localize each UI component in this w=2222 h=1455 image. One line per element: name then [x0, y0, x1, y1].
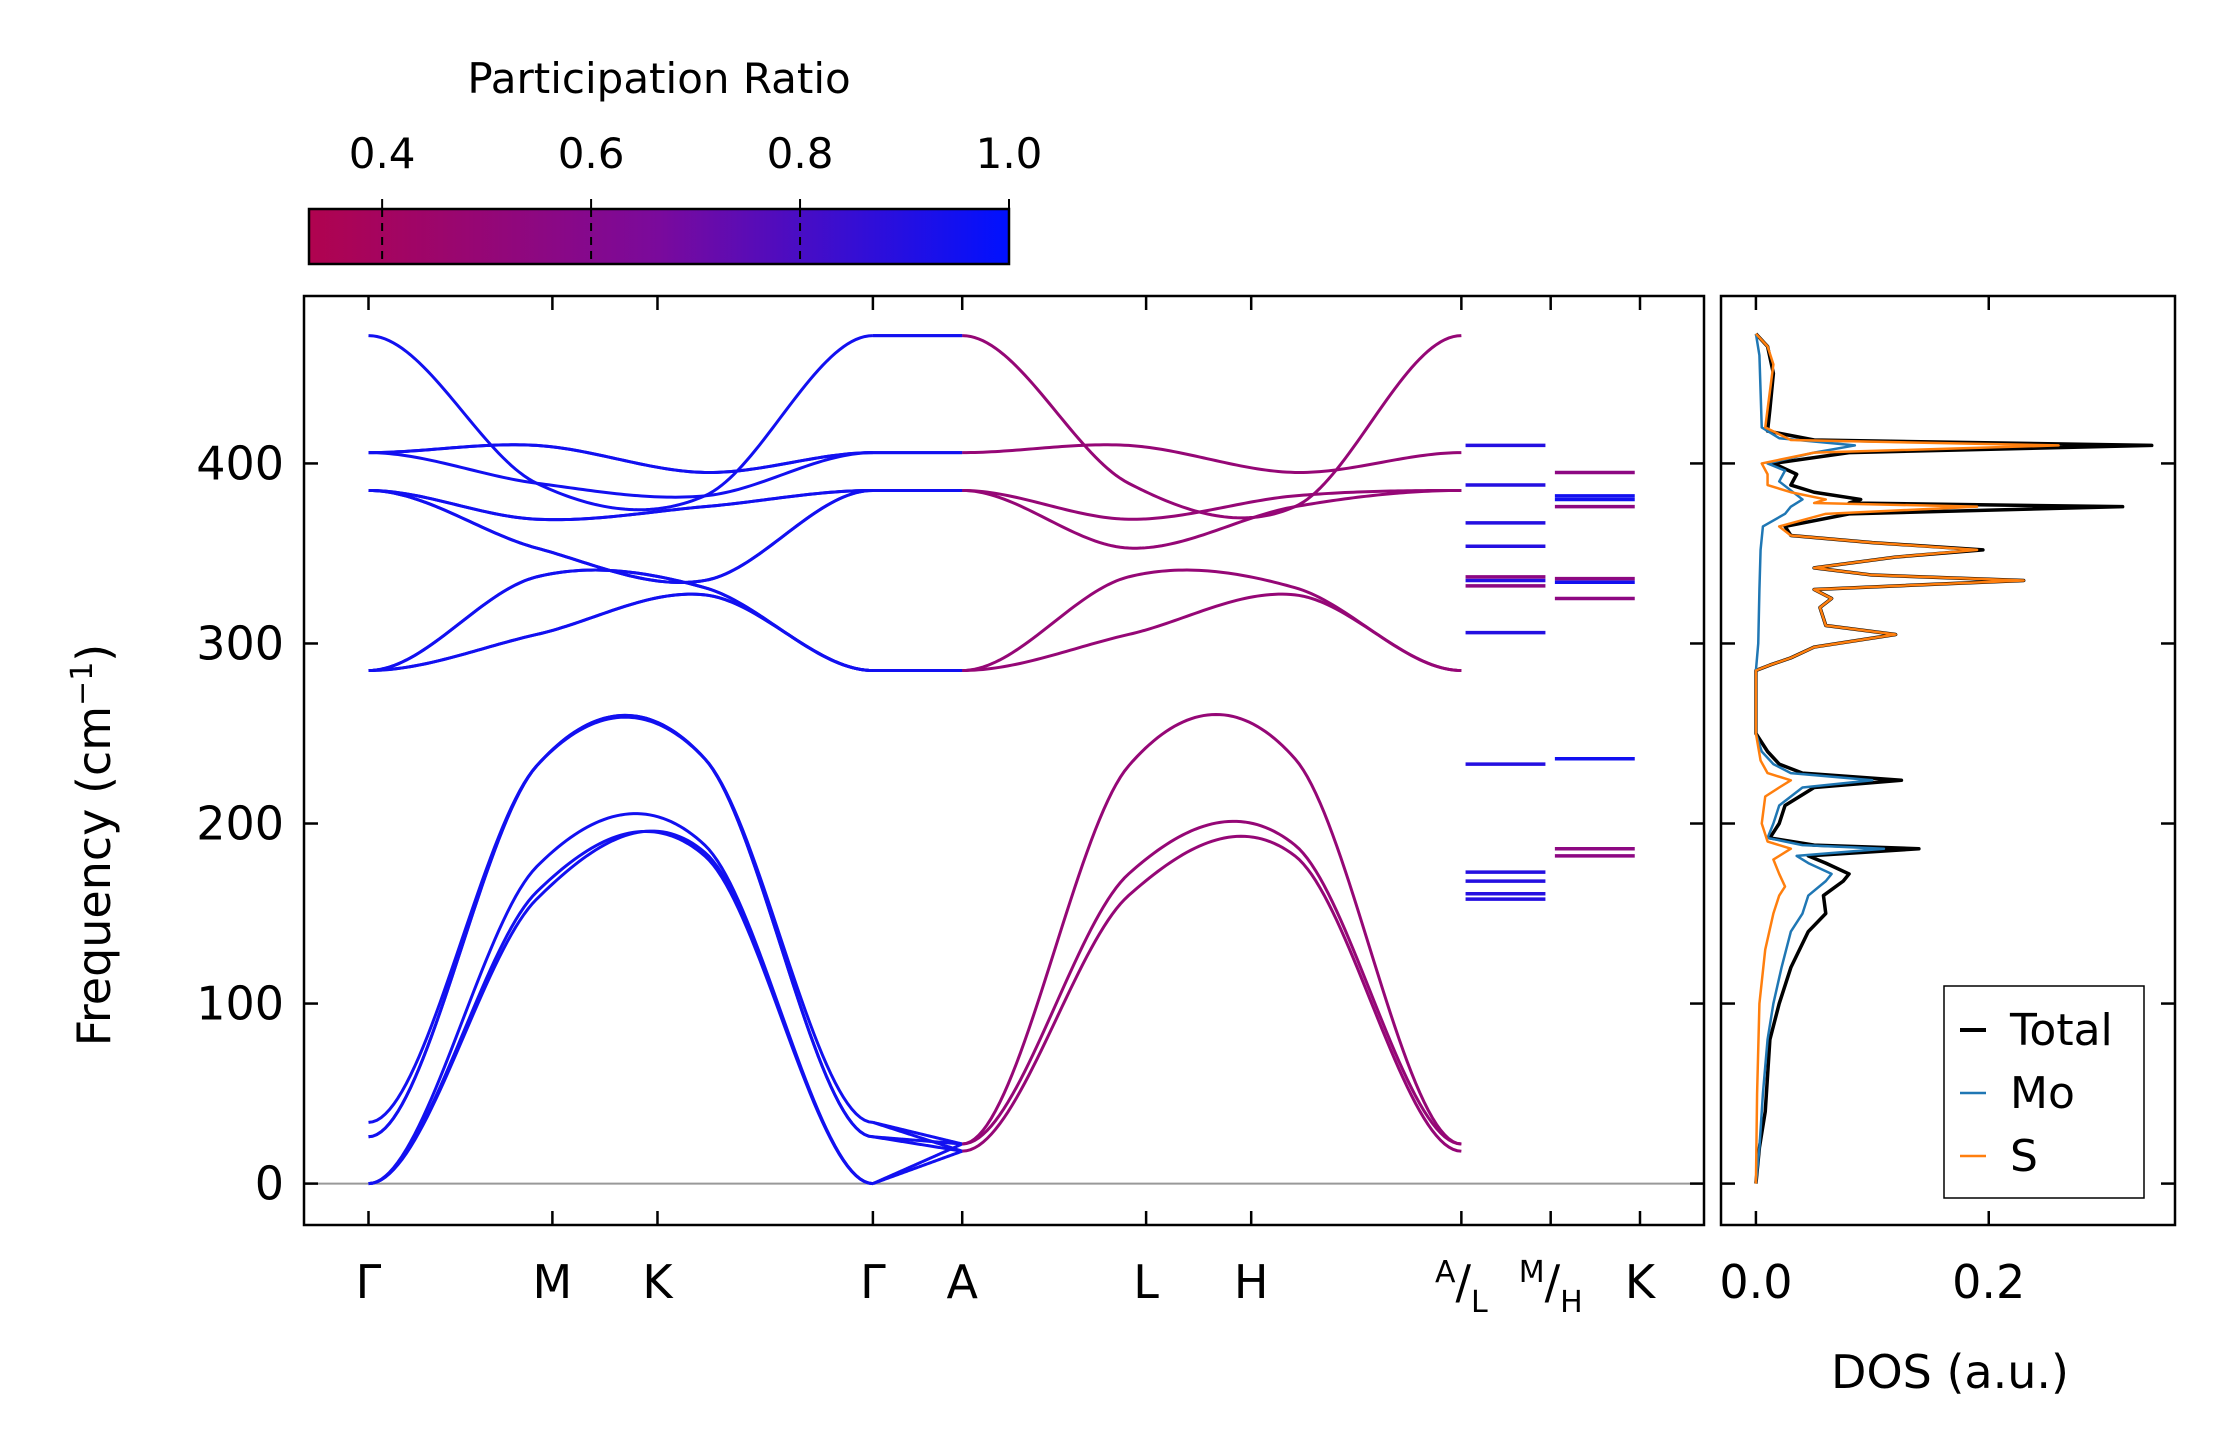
- band-line: [368, 488, 873, 584]
- kpoint-label: A/L: [1435, 1255, 1488, 1320]
- kpoint-label: M/H: [1519, 1255, 1583, 1320]
- band-line: [962, 568, 1462, 672]
- kpoint-label: H: [1234, 1255, 1269, 1309]
- band-line: [872, 1135, 963, 1146]
- band-line: [368, 488, 873, 584]
- legend-label-s: S: [2010, 1131, 2038, 1182]
- kpoint-label: M: [533, 1255, 573, 1309]
- dos-frame: [1719, 294, 2177, 1227]
- colorbar-gradient: [307, 207, 1011, 266]
- dispersion-frame: [302, 294, 1706, 1227]
- y-tick-label: 0: [255, 1157, 284, 1211]
- kpoint-label: K: [642, 1255, 674, 1309]
- band-line: [368, 713, 874, 1139]
- colorbar-ticks: 0.4 0.6 0.8 1.0: [349, 129, 1043, 264]
- colorbar: Participation Ratio 0.4 0.6 0.8 1.0: [307, 54, 1043, 266]
- band-line: [962, 488, 1462, 550]
- kpoint-label: K: [1625, 1255, 1657, 1309]
- band-line: [368, 829, 874, 1186]
- band-line: [962, 819, 1462, 1146]
- y-tick-label: 200: [196, 797, 284, 851]
- kpoint-label: Γ: [356, 1255, 382, 1309]
- dos-x-axis-label: DOS (a.u.): [1831, 1345, 2069, 1399]
- band-line: [368, 713, 874, 1139]
- band-line: [962, 488, 1462, 521]
- colorbar-tick-label: 0.8: [767, 129, 834, 178]
- band-line: [962, 592, 1462, 672]
- band-line: [368, 715, 874, 1124]
- kpoint-label: L: [1133, 1255, 1159, 1309]
- dispersion-bands: [304, 334, 1704, 1186]
- dos-x-tick-label: 0.2: [1952, 1255, 2025, 1309]
- dos-panel: 0.0 0.2 DOS (a.u.) Total Mo S: [1719, 294, 2177, 1399]
- kpoint-label: A: [946, 1255, 978, 1309]
- band-line: [368, 568, 873, 672]
- band-line: [368, 451, 873, 499]
- band-line: [872, 1120, 963, 1153]
- kpoint-label: Γ: [860, 1255, 886, 1309]
- band-line: [962, 334, 1462, 520]
- band-line: [368, 443, 873, 474]
- band-line: [872, 1142, 963, 1185]
- band-line: [368, 592, 873, 672]
- band-line: [368, 488, 873, 522]
- y-tick-label: 100: [196, 977, 284, 1031]
- band-line: [962, 712, 1462, 1146]
- y-axis-label: Frequency (cm−1): [65, 644, 121, 1047]
- legend-label-mo: Mo: [2010, 1068, 2075, 1119]
- legend-label-total: Total: [2009, 1005, 2113, 1056]
- dispersion-panel: 0 100 200 300 400 Γ M K Γ A L H A/L M/H K Frequency (c…: [65, 294, 1706, 1320]
- colorbar-tick-label: 1.0: [976, 129, 1043, 178]
- dos-x-tick-label: 0.0: [1719, 1255, 1792, 1309]
- colorbar-label: Participation Ratio: [467, 54, 850, 103]
- band-line: [962, 443, 1462, 474]
- colorbar-tick-label: 0.4: [349, 129, 416, 178]
- band-line: [368, 334, 873, 512]
- dos-curves: [1754, 332, 2154, 1184]
- dos-axes: 0.0 0.2: [1719, 296, 2175, 1309]
- band-line: [368, 568, 873, 672]
- colorbar-tick-label: 0.6: [558, 129, 625, 178]
- dos-legend: Total Mo S: [1943, 985, 2145, 1199]
- band-line: [962, 834, 1462, 1153]
- band-line: [368, 812, 874, 1186]
- band-line: [368, 829, 874, 1186]
- dos-series-s: [1754, 332, 2060, 1184]
- y-tick-label: 400: [196, 436, 284, 490]
- y-tick-label: 300: [196, 616, 284, 670]
- dispersion-axes: 0 100 200 300 400 Γ M K Γ A L H A/L M/H K: [196, 296, 1704, 1320]
